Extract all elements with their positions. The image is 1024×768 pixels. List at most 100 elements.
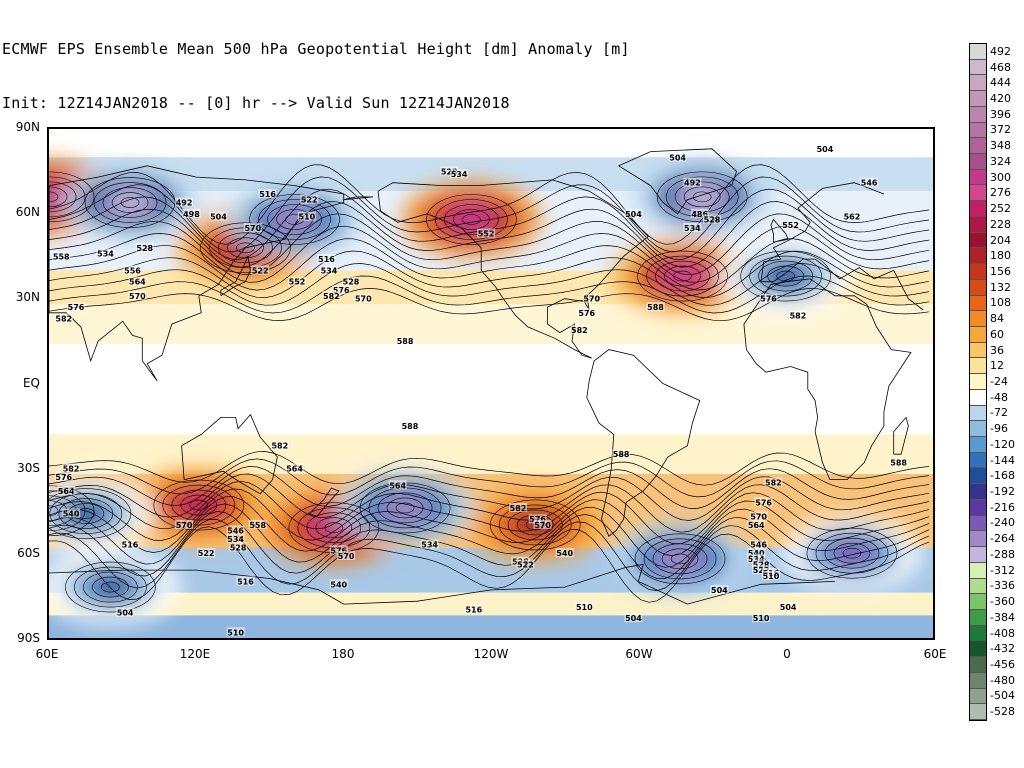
contour-label-bg bbox=[889, 457, 908, 467]
contour-label: 576 bbox=[333, 286, 350, 295]
contour-label: 576 bbox=[755, 498, 772, 507]
contour-label-bg bbox=[683, 222, 702, 232]
new-zealand-coastline bbox=[309, 487, 340, 517]
closed-contour bbox=[426, 194, 517, 245]
contour-label-bg bbox=[337, 550, 356, 560]
colorbar-label: -456 bbox=[990, 657, 1015, 671]
closed-contour bbox=[815, 532, 889, 574]
height-contour bbox=[49, 164, 930, 245]
madagascar-coastline bbox=[893, 416, 909, 455]
colorbar-swatch bbox=[970, 468, 986, 485]
colorbar-swatch bbox=[970, 295, 986, 312]
colorbar-swatch bbox=[970, 657, 986, 673]
colorbar-label: 468 bbox=[990, 60, 1011, 74]
closed-contour bbox=[49, 176, 86, 218]
contour-label: 564 bbox=[129, 278, 146, 287]
colorbar-swatch bbox=[970, 374, 986, 390]
contour-label: 534 bbox=[748, 555, 765, 564]
colorbar-label: 156 bbox=[990, 264, 1011, 278]
contour-label-bg bbox=[229, 542, 248, 552]
longitude-label: 120E bbox=[179, 647, 211, 661]
contour-label-bg bbox=[322, 290, 341, 300]
contour-label: 504 bbox=[780, 603, 797, 612]
closed-contour bbox=[692, 191, 712, 203]
contour-label-bg bbox=[533, 519, 552, 529]
colorbar-label: 84 bbox=[990, 312, 1004, 326]
colorbar-label: -48 bbox=[990, 390, 1008, 404]
colorbar-swatch bbox=[970, 421, 986, 438]
contour-label-bg bbox=[248, 519, 267, 529]
colorbar-swatch bbox=[970, 279, 986, 296]
contour-label: 582 bbox=[271, 442, 288, 451]
contour-label: 528 bbox=[753, 560, 770, 569]
contour-label-bg bbox=[509, 502, 528, 512]
contour-label: 504 bbox=[210, 213, 227, 222]
contour-label: 564 bbox=[58, 487, 75, 496]
contour-label: 534 bbox=[227, 535, 244, 544]
anomaly-blob-layer bbox=[49, 158, 922, 626]
contour-label: 504 bbox=[625, 210, 642, 219]
closed-contour bbox=[200, 222, 291, 274]
contour-label-bg bbox=[62, 508, 81, 518]
contour-label-bg bbox=[332, 285, 351, 295]
europe-coastline bbox=[49, 182, 924, 313]
contour-label-bg bbox=[752, 613, 771, 623]
colorbar-label: -360 bbox=[990, 595, 1015, 609]
contour-label: 534 bbox=[421, 541, 438, 550]
contour-label: 516 bbox=[259, 190, 276, 199]
africa-coastline bbox=[743, 278, 912, 480]
contour-label-bg bbox=[52, 251, 71, 261]
contour-label-bg bbox=[67, 302, 86, 312]
contour-label: 582 bbox=[765, 478, 782, 487]
colorbar-swatch bbox=[970, 688, 986, 705]
contour-label-bg bbox=[764, 477, 783, 487]
closed-contour bbox=[74, 566, 147, 608]
closed-contour bbox=[664, 265, 701, 287]
height-contour bbox=[49, 466, 930, 509]
contour-label: 570 bbox=[129, 292, 146, 301]
map-title: ECMWF EPS Ensemble Mean 500 hPa Geopoten… bbox=[2, 4, 630, 130]
contour-label-bg bbox=[209, 211, 228, 221]
closed-contour bbox=[111, 192, 149, 213]
closed-contour bbox=[93, 182, 167, 223]
closed-contour bbox=[767, 265, 804, 287]
contour-label: 522 bbox=[301, 196, 318, 205]
closed-contour bbox=[49, 488, 132, 539]
height-contour bbox=[49, 201, 930, 268]
south-america-coastline bbox=[586, 349, 701, 537]
contour-label: 540 bbox=[330, 580, 347, 589]
contour-label: 516 bbox=[465, 606, 482, 615]
closed-contour bbox=[453, 209, 490, 230]
colorbar-label: 180 bbox=[990, 249, 1011, 263]
contour-label-bg bbox=[226, 534, 245, 544]
closed-contour bbox=[306, 512, 362, 544]
contour-label-bg bbox=[128, 276, 147, 286]
contour-label-bg bbox=[528, 514, 547, 524]
contour-label-bg bbox=[251, 265, 270, 275]
contour-label-bg bbox=[270, 440, 289, 450]
contour-label-bg bbox=[683, 177, 702, 187]
closed-contour bbox=[656, 171, 748, 223]
contour-label-bg bbox=[297, 211, 316, 221]
contour-label: 558 bbox=[53, 252, 70, 261]
contour-label-bg bbox=[582, 293, 601, 303]
contour-label-bg bbox=[54, 313, 73, 323]
colorbar-swatch bbox=[970, 264, 986, 280]
colorbar-swatch bbox=[970, 562, 986, 579]
contour-label: 534 bbox=[97, 249, 114, 258]
contour-label: 570 bbox=[244, 224, 261, 233]
contour-label-bg bbox=[747, 553, 766, 563]
closed-contour bbox=[655, 260, 710, 292]
contour-label: 582 bbox=[510, 504, 527, 513]
height-contour bbox=[49, 488, 930, 544]
colorbar-swatch bbox=[970, 625, 986, 642]
contour-label: 516 bbox=[237, 577, 254, 586]
contour-label: 546 bbox=[750, 541, 767, 550]
colorbar-swatch bbox=[970, 216, 986, 233]
contour-label: 576 bbox=[578, 309, 595, 318]
latitude-label: 90S bbox=[17, 631, 40, 645]
closed-contour bbox=[386, 497, 424, 519]
contour-label: 570 bbox=[583, 295, 600, 304]
contour-label-bg bbox=[197, 548, 216, 558]
